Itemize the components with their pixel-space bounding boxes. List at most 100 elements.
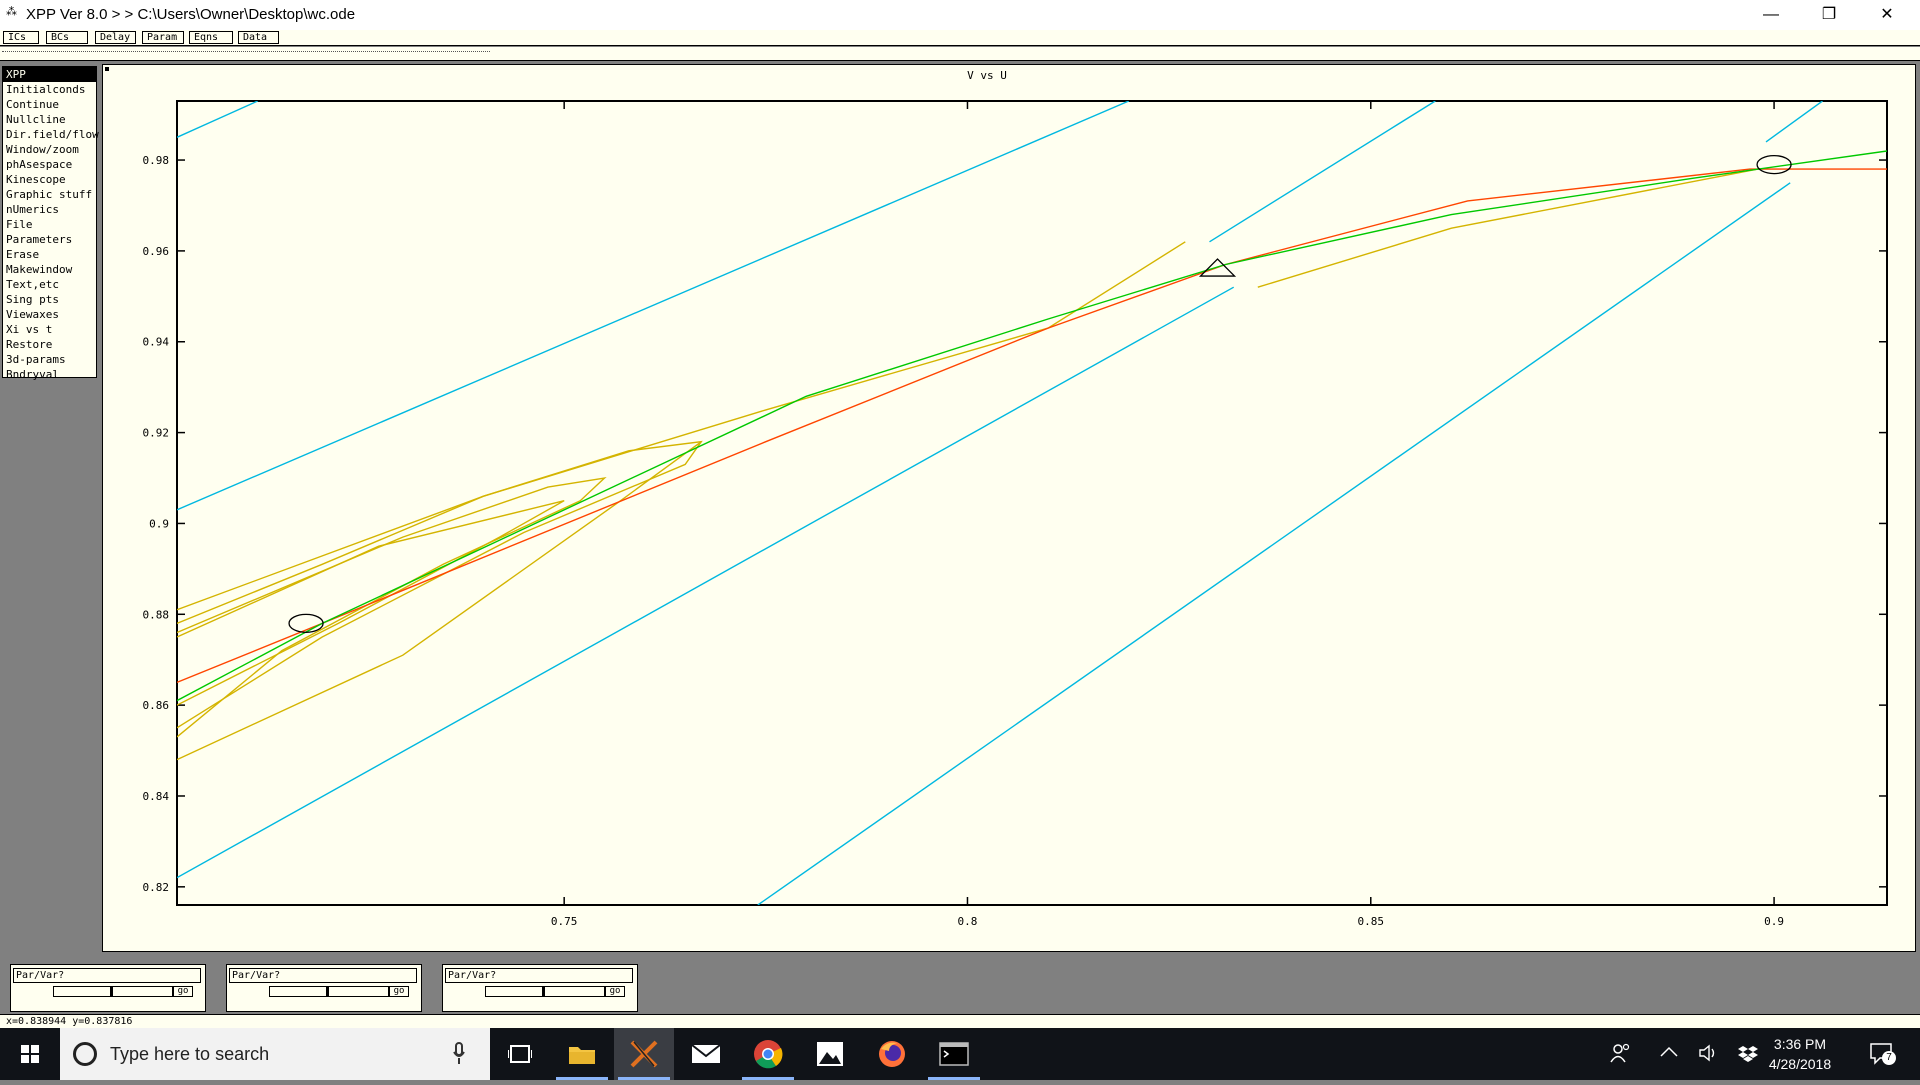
menu-item-bndryval[interactable]: Bndryval bbox=[6, 368, 59, 381]
x-tick-label: 0.8 bbox=[958, 915, 978, 928]
eqns-button[interactable]: Eqns bbox=[189, 31, 233, 44]
mail-button[interactable] bbox=[676, 1028, 736, 1080]
bcs-button[interactable]: BCs bbox=[46, 31, 88, 44]
slider-track[interactable] bbox=[53, 986, 173, 997]
menu-item-parameters[interactable]: Parameters bbox=[6, 233, 73, 246]
data-button[interactable]: Data bbox=[238, 31, 279, 44]
series-line-12 bbox=[177, 168, 1887, 684]
action-center-button[interactable]: 7 bbox=[1868, 1040, 1896, 1068]
slider-go-button[interactable]: go bbox=[389, 986, 409, 997]
fixed-point-marker-2 bbox=[1756, 154, 1792, 175]
series-line-2 bbox=[1209, 101, 1436, 243]
series-line-7 bbox=[177, 440, 703, 729]
active-indicator bbox=[618, 1077, 670, 1080]
people-icon[interactable] bbox=[1610, 1042, 1632, 1064]
series-line-10 bbox=[177, 441, 702, 761]
menu-item-continue[interactable]: Continue bbox=[6, 98, 59, 111]
firefox-button[interactable] bbox=[862, 1028, 922, 1080]
menu-item-text-etc[interactable]: Text,etc bbox=[6, 278, 59, 291]
parameter-slider-3: Par/Var? go bbox=[442, 964, 638, 1012]
y-tick-label: 0.86 bbox=[143, 699, 170, 712]
series-line-0 bbox=[177, 101, 258, 138]
photos-button[interactable] bbox=[800, 1028, 860, 1080]
graph-title: V vs U bbox=[967, 69, 1007, 82]
search-placeholder: Type here to search bbox=[110, 1044, 270, 1064]
delay-button[interactable]: Delay bbox=[95, 31, 136, 44]
cortana-icon bbox=[73, 1042, 97, 1066]
volume-icon[interactable] bbox=[1698, 1044, 1720, 1062]
taskbar-search-box[interactable]: Type here to search bbox=[60, 1028, 490, 1080]
menu-item-erase[interactable]: Erase bbox=[6, 248, 40, 261]
param-button[interactable]: Param bbox=[142, 31, 184, 44]
menu-item-sing-pts[interactable]: Sing pts bbox=[6, 293, 59, 306]
menu-item-window-zoom[interactable]: Window/zoom bbox=[6, 143, 79, 156]
restore-button[interactable]: ❐ bbox=[1821, 6, 1837, 23]
menu-item-dir-field-flow[interactable]: Dir.field/flow bbox=[6, 128, 99, 141]
menu-item-3d-params[interactable]: 3d-params bbox=[6, 353, 66, 366]
file-explorer-button[interactable] bbox=[552, 1028, 612, 1080]
xpp-toolbar: ICs BCs Delay Param Eqns Data bbox=[0, 30, 1920, 46]
menu-item-xi-vs-t[interactable]: Xi vs t bbox=[6, 323, 53, 336]
slider-par-var-field[interactable]: Par/Var? bbox=[13, 968, 201, 983]
slider-go-button[interactable]: go bbox=[173, 986, 193, 997]
x-tick-label: 0.85 bbox=[1358, 915, 1385, 928]
menu-item-xpp[interactable]: XPP bbox=[3, 67, 96, 82]
graph-window[interactable]: V vs U 0.75 0.8 0.85 0.9 0.82 0.84 0.86 0.88 0.9 0… bbox=[102, 64, 1916, 952]
menu-item-file[interactable]: File bbox=[6, 218, 33, 231]
series-line-6 bbox=[177, 241, 1186, 611]
task-view-button[interactable] bbox=[490, 1028, 550, 1080]
coordinate-status-bar: x=0.838944 y=0.837816 bbox=[0, 1014, 1920, 1028]
command-line-dots bbox=[2, 51, 490, 52]
menu-item-kinescope[interactable]: Kinescope bbox=[6, 173, 66, 186]
y-tick-label: 0.92 bbox=[143, 427, 170, 440]
terminal-button[interactable] bbox=[924, 1028, 984, 1080]
series-line-5 bbox=[757, 182, 1791, 905]
windows-icon bbox=[21, 1045, 39, 1063]
microphone-icon[interactable] bbox=[452, 1041, 466, 1067]
notifications-icon bbox=[1870, 1043, 1892, 1065]
slider-thumb[interactable] bbox=[326, 987, 329, 996]
start-button[interactable] bbox=[0, 1028, 60, 1080]
dropbox-icon[interactable] bbox=[1738, 1044, 1760, 1064]
window-title-bar: ⁂ XPP Ver 8.0 > > C:\Users\Owner\Desktop… bbox=[0, 0, 1920, 30]
menu-item-numerics[interactable]: nUmerics bbox=[6, 203, 59, 216]
x-tick-label: 0.75 bbox=[551, 915, 578, 928]
clock[interactable]: 3:36 PM 4/28/2018 bbox=[1760, 1034, 1840, 1074]
close-button[interactable]: ✕ bbox=[1880, 6, 1894, 23]
menu-item-nullcline[interactable]: Nullcline bbox=[6, 113, 66, 126]
notification-count-badge: 7 bbox=[1882, 1051, 1896, 1065]
y-tick-label: 0.82 bbox=[143, 881, 170, 894]
series-line-4 bbox=[177, 286, 1235, 879]
chrome-button[interactable] bbox=[738, 1028, 798, 1080]
menu-item-viewaxes[interactable]: Viewaxes bbox=[6, 308, 59, 321]
slider-thumb[interactable] bbox=[542, 987, 545, 996]
slider-track[interactable] bbox=[485, 986, 605, 997]
ics-button[interactable]: ICs bbox=[3, 31, 39, 44]
photos-icon bbox=[817, 1042, 843, 1066]
xming-icon bbox=[630, 1040, 658, 1068]
clock-date: 4/28/2018 bbox=[1768, 1056, 1832, 1072]
xming-button[interactable] bbox=[614, 1028, 674, 1080]
show-hidden-icons-icon[interactable] bbox=[1660, 1046, 1678, 1058]
parameter-slider-1: Par/Var? go bbox=[10, 964, 206, 1012]
menu-item-phasespace[interactable]: phAsespace bbox=[6, 158, 73, 171]
slider-track[interactable] bbox=[269, 986, 389, 997]
phase-plane-plot[interactable]: V vs U 0.75 0.8 0.85 0.9 0.82 0.84 0.86 0.88 0.9 0… bbox=[103, 65, 1915, 951]
menu-item-makewindow[interactable]: Makewindow bbox=[6, 263, 73, 276]
slider-par-var-field[interactable]: Par/Var? bbox=[229, 968, 417, 983]
main-menu: XPP Initialconds Continue Nullcline Dir.fiel… bbox=[2, 66, 99, 381]
menu-item-initialconds[interactable]: Initialconds bbox=[6, 83, 86, 96]
mail-icon bbox=[691, 1044, 721, 1063]
slider-thumb[interactable] bbox=[110, 987, 113, 996]
fixed-point-marker-0 bbox=[288, 613, 324, 634]
series-line-3 bbox=[1765, 101, 1823, 143]
file-explorer-icon bbox=[569, 1047, 595, 1064]
menu-item-restore[interactable]: Restore bbox=[6, 338, 53, 351]
command-line[interactable] bbox=[0, 47, 1920, 61]
minimize-button[interactable]: — bbox=[1763, 6, 1779, 23]
chrome-icon bbox=[754, 1040, 783, 1069]
slider-par-var-field[interactable]: Par/Var? bbox=[445, 968, 633, 983]
y-tick-label: 0.94 bbox=[143, 336, 170, 349]
menu-item-graphic-stuff[interactable]: Graphic stuff bbox=[6, 188, 93, 201]
slider-go-button[interactable]: go bbox=[605, 986, 625, 997]
